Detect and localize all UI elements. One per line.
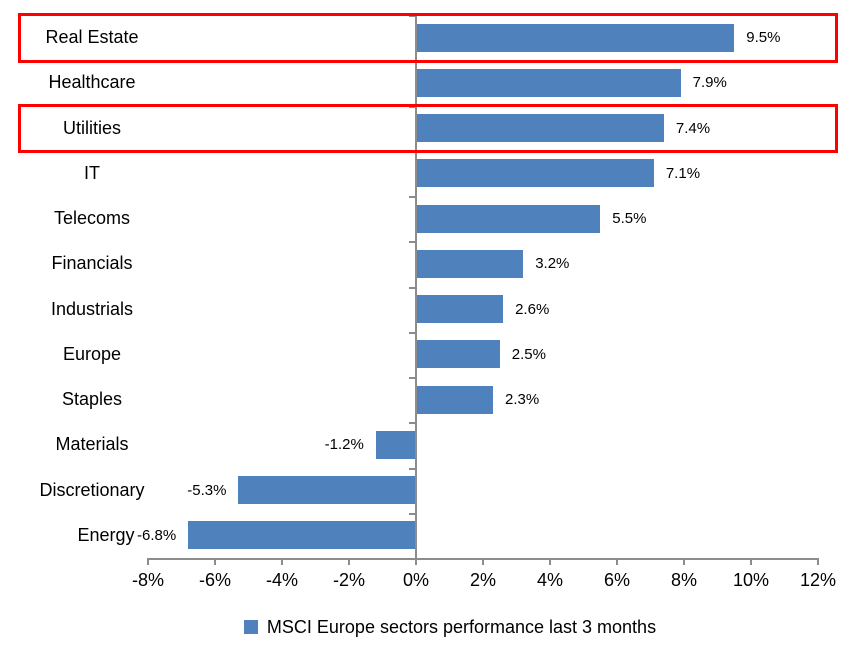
category-label: Europe bbox=[62, 343, 122, 364]
category-label: Materials bbox=[55, 434, 129, 455]
x-tick bbox=[683, 558, 685, 565]
y-axis-line bbox=[415, 15, 417, 560]
x-tick bbox=[348, 558, 350, 565]
y-tick bbox=[409, 331, 415, 334]
y-tick bbox=[409, 377, 415, 379]
category-label: IT bbox=[84, 162, 100, 183]
x-tick bbox=[616, 558, 618, 565]
x-tick-label: -4% bbox=[265, 570, 298, 590]
y-tick bbox=[409, 105, 415, 108]
x-tick bbox=[549, 558, 551, 565]
y-tick bbox=[409, 422, 415, 425]
x-tick bbox=[147, 558, 149, 565]
y-tick bbox=[409, 286, 415, 289]
y-tick bbox=[409, 467, 415, 470]
x-tick-label: -2% bbox=[332, 570, 365, 590]
category-label: Utilities bbox=[62, 117, 121, 138]
x-tick bbox=[750, 558, 752, 565]
data-label: 7.1% bbox=[665, 164, 701, 182]
bar bbox=[238, 476, 416, 505]
legend-inner: MSCI Europe sectors performance last 3 m… bbox=[243, 616, 657, 638]
x-tick bbox=[817, 558, 819, 565]
legend: MSCI Europe sectors performance last 3 m… bbox=[0, 611, 852, 643]
bar bbox=[416, 340, 500, 369]
x-tick bbox=[415, 558, 417, 565]
data-label: 5.5% bbox=[612, 210, 647, 227]
data-label: -1.2% bbox=[324, 436, 364, 454]
bar bbox=[416, 295, 504, 324]
y-tick bbox=[409, 60, 415, 63]
bar bbox=[416, 114, 664, 143]
x-tick-label: 10% bbox=[732, 570, 770, 590]
x-tick bbox=[281, 558, 283, 565]
x-tick-label: -6% bbox=[198, 570, 231, 590]
category-label: Discretionary bbox=[39, 479, 145, 500]
data-label: -6.8% bbox=[137, 526, 177, 544]
data-label: 7.9% bbox=[692, 74, 727, 92]
category-label: Telecoms bbox=[53, 208, 131, 228]
category-label: Energy bbox=[77, 524, 135, 545]
data-label: 2.5% bbox=[511, 345, 546, 363]
x-tick-label: 12% bbox=[799, 570, 837, 590]
y-tick bbox=[409, 150, 415, 153]
category-label: Healthcare bbox=[48, 72, 136, 93]
bar bbox=[416, 159, 654, 188]
bar bbox=[416, 249, 524, 278]
legend-marker-square bbox=[243, 620, 258, 634]
x-tick-label: 0% bbox=[402, 570, 429, 590]
y-tick bbox=[409, 241, 415, 244]
bar bbox=[416, 68, 681, 97]
x-tick bbox=[214, 558, 216, 565]
bar bbox=[188, 521, 416, 550]
category-label: Staples bbox=[61, 389, 123, 409]
data-label: 7.4% bbox=[675, 119, 711, 137]
x-tick-label: 6% bbox=[603, 570, 630, 590]
x-tick-label: 8% bbox=[670, 570, 697, 590]
y-tick bbox=[409, 558, 415, 560]
x-tick-label: -8% bbox=[131, 570, 164, 590]
x-tick bbox=[482, 558, 484, 565]
bar bbox=[375, 430, 416, 459]
data-label: 3.2% bbox=[535, 255, 570, 273]
data-label: 9.5% bbox=[746, 29, 781, 46]
bar bbox=[416, 204, 601, 233]
category-label: Industrials bbox=[50, 298, 134, 319]
y-tick bbox=[409, 196, 415, 198]
x-tick-label: 2% bbox=[469, 570, 496, 590]
y-tick bbox=[409, 512, 415, 515]
legend-label: MSCI Europe sectors performance last 3 m… bbox=[266, 616, 657, 637]
bar bbox=[416, 385, 494, 414]
y-tick bbox=[409, 15, 415, 17]
bar bbox=[416, 23, 735, 52]
category-label: Real Estate bbox=[45, 27, 139, 47]
data-label: 2.6% bbox=[515, 300, 550, 318]
category-label: Financials bbox=[51, 253, 133, 274]
x-tick-label: 4% bbox=[536, 570, 563, 590]
data-label: 2.3% bbox=[505, 391, 540, 408]
data-label: -5.3% bbox=[187, 481, 227, 499]
